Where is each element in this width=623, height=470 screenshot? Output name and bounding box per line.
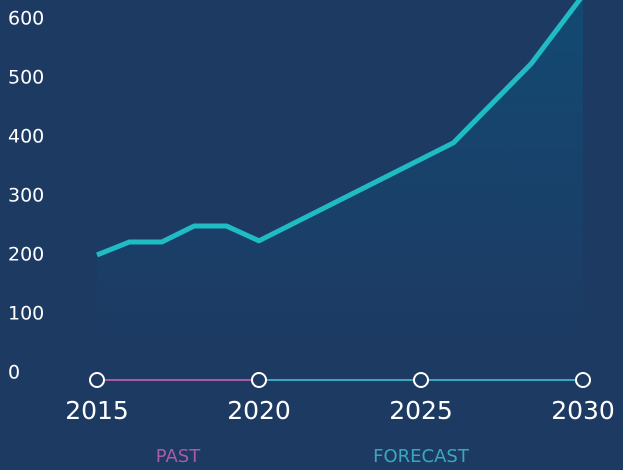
y-tick-label: 100 [8, 302, 44, 324]
x-tick-label: 2030 [551, 396, 615, 425]
segment-label: PAST [156, 446, 201, 467]
y-tick-label: 500 [8, 66, 44, 88]
timeline-dot [89, 372, 105, 388]
segment-label: FORECAST [373, 446, 470, 467]
timeline-dot [575, 372, 591, 388]
x-tick-label: 2015 [65, 396, 129, 425]
y-tick-label: 300 [8, 184, 44, 206]
timeline-dot [413, 372, 429, 388]
x-tick-label: 2025 [389, 396, 453, 425]
area [97, 0, 583, 343]
timeline-dot [251, 372, 267, 388]
x-tick-label: 2020 [227, 396, 291, 425]
y-tick-label: 200 [8, 243, 44, 265]
line [96, 0, 583, 258]
y-tick-label: 0 [8, 362, 20, 384]
y-tick-label: 400 [8, 125, 44, 147]
y-tick-label: 600 [8, 7, 44, 29]
